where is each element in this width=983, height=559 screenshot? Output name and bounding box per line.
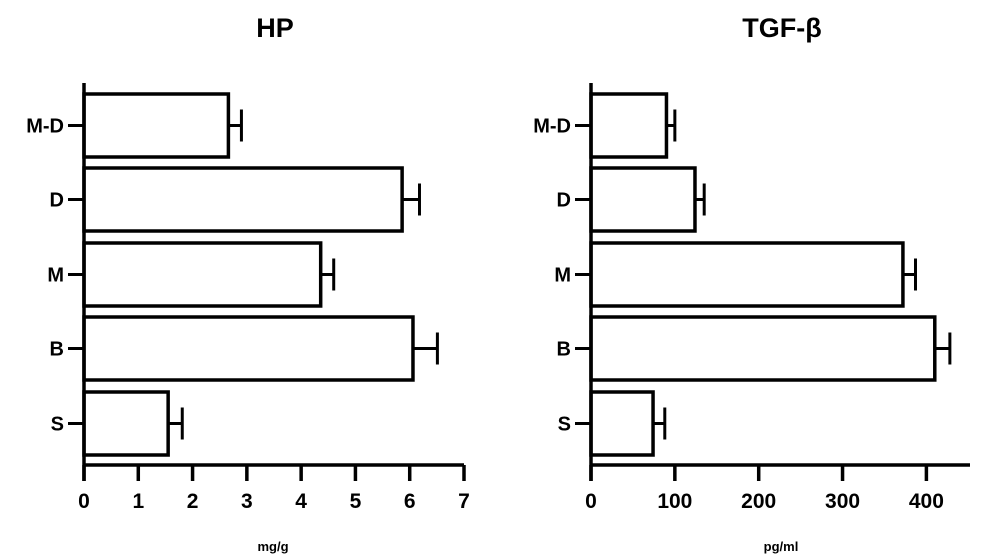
x-tick-label: 2 <box>187 490 199 513</box>
bar-d <box>82 166 404 233</box>
y-tick-label: M-D <box>26 116 64 138</box>
x-tick-label: 400 <box>909 490 944 513</box>
x-tick-label: 1 <box>132 490 144 513</box>
x-tick-label: 100 <box>657 490 692 513</box>
bar-s <box>589 390 655 457</box>
x-tick-label: 0 <box>78 490 90 513</box>
bar-b <box>82 315 415 382</box>
x-tick-label: 5 <box>350 490 362 513</box>
x-axis-label: pg/ml <box>764 539 799 554</box>
x-tick-label: 4 <box>295 490 307 513</box>
x-tick-label: 0 <box>585 490 597 513</box>
tgf-beta-chart: TGF-β pg/ml M-D D M B S 0 100 200 300 400 <box>533 13 970 554</box>
bar-b <box>589 315 937 382</box>
y-tick-label: D <box>557 190 571 212</box>
x-tick-label: 200 <box>741 490 776 513</box>
bar-s <box>82 390 170 457</box>
x-tick-label: 6 <box>404 490 416 513</box>
y-tick-label: S <box>51 414 64 436</box>
bar-m-d <box>589 92 669 159</box>
x-tick-label: 7 <box>458 490 470 513</box>
bar-m-d <box>82 92 231 159</box>
y-tick-label: S <box>558 414 571 436</box>
y-tick-label: B <box>557 339 571 361</box>
chart-title: TGF-β <box>742 13 821 43</box>
bar-m <box>589 241 905 308</box>
y-tick-label: M-D <box>533 116 571 138</box>
hp-chart: HP mg/g M-D D M B S 0 1 2 3 4 5 6 7 <box>26 13 470 554</box>
y-tick-label: D <box>50 190 64 212</box>
bar-m <box>82 241 323 308</box>
x-axis-label: mg/g <box>257 539 288 554</box>
x-tick-label: 3 <box>241 490 253 513</box>
y-tick-label: M <box>47 265 64 287</box>
bar-d <box>589 166 697 233</box>
y-tick-label: B <box>50 339 64 361</box>
chart-title: HP <box>256 13 294 43</box>
y-tick-label: M <box>554 265 571 287</box>
x-tick-label: 300 <box>825 490 860 513</box>
